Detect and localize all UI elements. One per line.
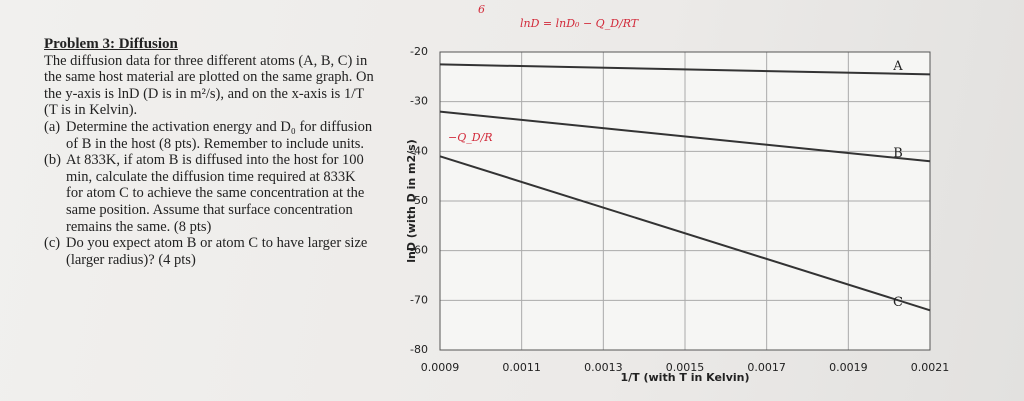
- plot-frame: [439, 51, 931, 351]
- problem-title: Problem 3: Diffusion: [44, 36, 178, 52]
- part-text: Do you expect atom B or atom C to have l…: [66, 235, 368, 268]
- problem-text: Problem 3: Diffusion The diffusion data …: [44, 36, 374, 268]
- x-tick-label: 0.0011: [502, 361, 541, 374]
- series-line: [439, 155, 931, 312]
- part-text: Determine the activation energy and D₀ f…: [66, 118, 373, 152]
- series-label: B: [893, 146, 903, 161]
- series-label: C: [893, 295, 903, 310]
- series-line: [439, 63, 931, 76]
- annotation: −Q_D/R: [448, 131, 493, 144]
- x-tick-label: 0.0015: [666, 361, 705, 374]
- part: (b) At 833K, if atom B is diffused into t…: [44, 152, 374, 235]
- y-tick-label: -70: [410, 293, 428, 306]
- problem-intro: The diffusion data for three different a…: [44, 52, 374, 119]
- series-label: A: [892, 59, 903, 74]
- y-tick-label: -20: [410, 45, 428, 58]
- x-tick-label: 0.0009: [421, 361, 460, 374]
- part-label: (b): [44, 152, 61, 169]
- series-line: [439, 110, 931, 163]
- part: (c) Do you expect atom B or atom C to hav…: [44, 235, 374, 268]
- x-tick-label: 0.0019: [829, 361, 868, 374]
- part-label: (a): [44, 118, 61, 135]
- y-tick-label: -80: [410, 343, 428, 356]
- y-tick-label: -30: [410, 95, 428, 108]
- part-label: (c): [44, 235, 61, 252]
- annotation: 6: [478, 3, 485, 16]
- x-axis-label: 1/T (with T in Kelvin): [620, 371, 749, 384]
- x-tick-label: 0.0017: [747, 361, 786, 374]
- annotation: lnD = lnD₀ − Q_D/RT: [520, 17, 640, 30]
- y-tick-label: -50: [410, 194, 428, 207]
- y-tick-label: -40: [410, 144, 428, 157]
- y-axis-label: lnD (with D in m2/s): [405, 139, 418, 263]
- part-text: At 833K, if atom B is diffused into the …: [66, 152, 365, 235]
- x-tick-label: 0.0021: [911, 361, 950, 374]
- x-tick-label: 0.0013: [584, 361, 623, 374]
- y-tick-label: -60: [410, 244, 428, 257]
- part: (a) Determine the activation energy and D…: [44, 119, 374, 152]
